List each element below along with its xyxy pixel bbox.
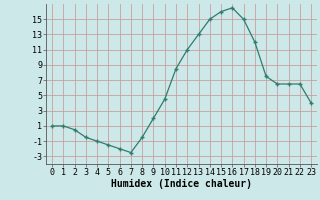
- X-axis label: Humidex (Indice chaleur): Humidex (Indice chaleur): [111, 179, 252, 189]
